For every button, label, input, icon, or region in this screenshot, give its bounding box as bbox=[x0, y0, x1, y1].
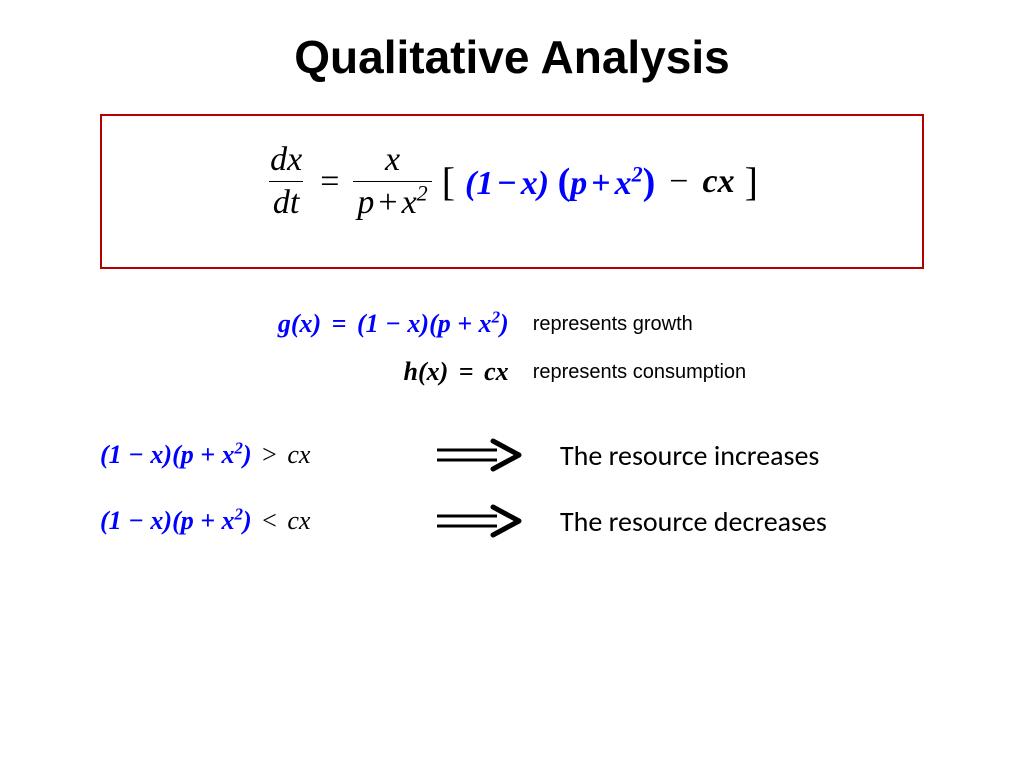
implications-block: (1 − x)(p + x2) > cx The resource increa… bbox=[100, 437, 944, 539]
growth-term: (1−x) (p+x2) bbox=[465, 160, 655, 204]
equals-sign: = bbox=[316, 163, 343, 201]
implication-1-condition: (1 − x)(p + x2) > cx bbox=[100, 440, 400, 470]
rhs-denominator: p+x2 bbox=[353, 181, 431, 222]
den-exp: 2 bbox=[417, 181, 428, 206]
rhs-numerator: x bbox=[381, 141, 404, 181]
term2-exp: 2 bbox=[632, 161, 643, 186]
h-expr: h(x) = cx bbox=[404, 357, 509, 386]
g-rhs-exp: 2 bbox=[492, 307, 500, 326]
rhs-fraction: x p+x2 bbox=[353, 141, 431, 222]
double-arrow-icon bbox=[435, 503, 525, 539]
term1-minus: − bbox=[493, 165, 520, 202]
g-rhs-post: ) bbox=[500, 309, 509, 338]
imp1-lhs: (1 − x)(p + x2) bbox=[100, 440, 258, 469]
implies-arrow-1 bbox=[420, 437, 540, 473]
implication-2-result: The resource decreases bbox=[560, 504, 944, 539]
definitions-block: g(x) = (1 − x)(p + x2) represents growth… bbox=[278, 309, 746, 387]
term1-lparen: ( bbox=[465, 165, 476, 202]
term2-b: x bbox=[615, 165, 632, 202]
term2-a: p bbox=[570, 165, 587, 202]
h-eq: = bbox=[455, 357, 478, 386]
h-lhs: h(x) bbox=[404, 357, 449, 386]
den-plus: + bbox=[374, 184, 401, 221]
h-rhs: cx bbox=[484, 357, 509, 386]
slide-title: Qualitative Analysis bbox=[80, 30, 944, 84]
imp1-pre: (1 − x)(p + x bbox=[100, 440, 235, 469]
imp1-rel: > bbox=[258, 440, 281, 469]
right-bracket: ] bbox=[745, 158, 758, 205]
imp2-post: ) bbox=[243, 506, 252, 535]
g-rhs-pre: (1 − x)(p + x bbox=[357, 309, 492, 338]
implication-2-condition: (1 − x)(p + x2) < cx bbox=[100, 506, 400, 536]
h-label: represents consumption bbox=[533, 361, 746, 384]
lhs-denominator: dt bbox=[269, 181, 303, 222]
imp2-rhs: cx bbox=[287, 506, 310, 535]
consumption-term: cx bbox=[702, 163, 734, 201]
term2: (p+x2) bbox=[558, 165, 656, 202]
term2-plus: + bbox=[587, 165, 614, 202]
slide: Qualitative Analysis dx dt = x p+x2 [ (1… bbox=[0, 0, 1024, 768]
double-arrow-icon bbox=[435, 437, 525, 473]
imp2-pre: (1 − x)(p + x bbox=[100, 506, 235, 535]
g-eq: = bbox=[328, 309, 351, 338]
lhs-numerator: dx bbox=[266, 141, 306, 181]
imp2-rel: < bbox=[258, 506, 281, 535]
term1-rparen: ) bbox=[538, 165, 549, 202]
imp1-rhs: cx bbox=[287, 440, 310, 469]
term1-a: 1 bbox=[476, 165, 493, 202]
definition-g: g(x) = (1 − x)(p + x2) bbox=[278, 309, 509, 339]
main-equation: dx dt = x p+x2 [ (1−x) (p+x2) − cx ] bbox=[266, 141, 758, 222]
imp1-post: ) bbox=[243, 440, 252, 469]
term1-b: x bbox=[521, 165, 538, 202]
term2-lparen: ( bbox=[558, 161, 571, 203]
term2-rparen: ) bbox=[643, 161, 656, 203]
definition-h: h(x) = cx bbox=[278, 357, 509, 387]
den-x: x bbox=[402, 184, 417, 221]
implication-1-result: The resource increases bbox=[560, 438, 944, 473]
left-bracket: [ bbox=[442, 158, 455, 205]
imp2-lhs: (1 − x)(p + x2) bbox=[100, 506, 258, 535]
term1: (1−x) bbox=[465, 165, 558, 202]
lhs-fraction: dx dt bbox=[266, 141, 306, 222]
implies-arrow-2 bbox=[420, 503, 540, 539]
imp1-exp: 2 bbox=[235, 438, 243, 457]
imp2-exp: 2 bbox=[235, 504, 243, 523]
outer-minus: − bbox=[665, 163, 692, 201]
g-expr: g(x) = (1 − x)(p + x2) bbox=[278, 309, 509, 338]
g-lhs: g(x) bbox=[278, 309, 321, 338]
g-label: represents growth bbox=[533, 313, 746, 336]
main-equation-box: dx dt = x p+x2 [ (1−x) (p+x2) − cx ] bbox=[100, 114, 924, 269]
den-p: p bbox=[357, 184, 374, 221]
